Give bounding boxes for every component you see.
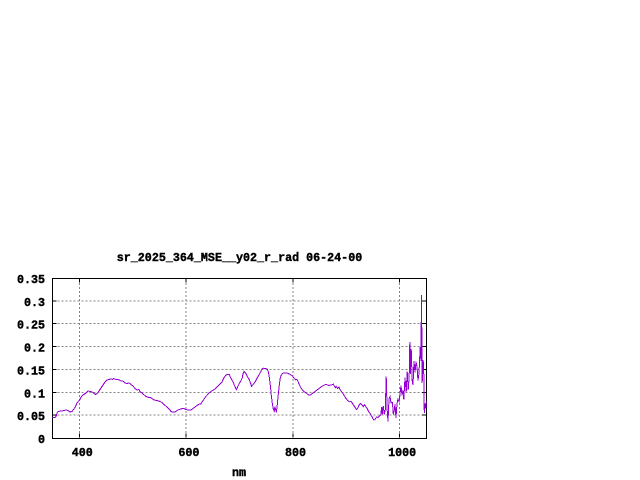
- svg-text:nm: nm: [232, 466, 246, 480]
- svg-text:0.15: 0.15: [17, 364, 45, 378]
- svg-text:600: 600: [178, 446, 199, 460]
- svg-text:0.25: 0.25: [17, 319, 45, 333]
- svg-text:1000: 1000: [388, 446, 416, 460]
- svg-text:0.1: 0.1: [24, 387, 45, 401]
- svg-text:0.3: 0.3: [24, 296, 45, 310]
- svg-text:0.2: 0.2: [24, 342, 45, 356]
- svg-text:400: 400: [72, 446, 93, 460]
- svg-text:0.05: 0.05: [17, 410, 45, 424]
- svg-text:0.35: 0.35: [17, 273, 45, 287]
- svg-text:800: 800: [285, 446, 306, 460]
- svg-text:0: 0: [38, 433, 45, 447]
- svg-text:sr_2025_364_MSE__y02_r_rad 06-: sr_2025_364_MSE__y02_r_rad 06-24-00: [117, 251, 362, 265]
